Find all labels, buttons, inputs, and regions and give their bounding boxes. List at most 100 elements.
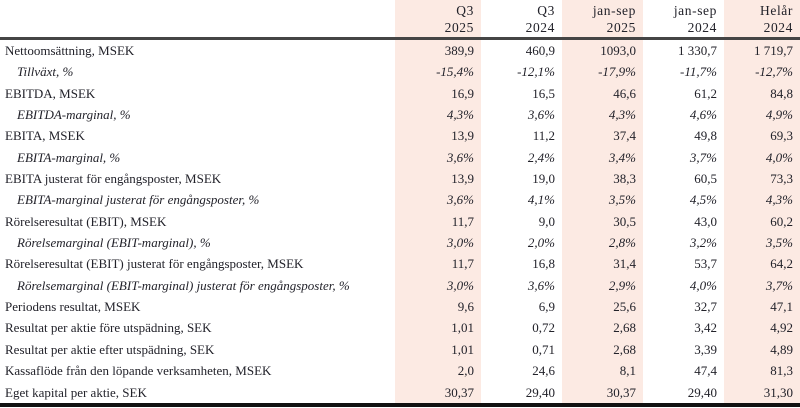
row-label: Tillväxt, %: [17, 64, 74, 80]
row-label: Eget kapital per aktie, SEK: [5, 384, 147, 400]
cell-value: -12,1%: [517, 64, 555, 80]
column-year: 2025: [606, 20, 636, 35]
cell-value: 47,4: [694, 363, 717, 379]
cell-value: 4,9%: [724, 104, 800, 126]
table-row: Resultat per aktie efter utspädning, SEK…: [0, 338, 800, 361]
cell-value: 9,0: [538, 213, 555, 229]
cell-value: 3,4%: [562, 146, 643, 169]
cell-value: 3,0%: [395, 232, 481, 254]
cell-value: 2,8%: [562, 232, 643, 254]
cell-value: 19,0: [532, 171, 555, 187]
row-label: Periodens resultat, MSEK: [5, 299, 141, 315]
cell-value: 0,71: [532, 341, 555, 357]
cell-value: 1 719,7: [724, 40, 800, 62]
cell-value: 29,40: [525, 384, 555, 400]
cell-value: 1,01: [395, 338, 481, 361]
cell-value: 4,3%: [395, 104, 481, 126]
cell-value: 69,3: [724, 125, 800, 147]
cell-value: 3,5%: [562, 189, 643, 211]
cell-value: 11,7: [395, 210, 481, 233]
cell-value: 38,3: [562, 168, 643, 190]
table-row: EBITA justerat för engångsposter, MSEK 13…: [0, 168, 800, 190]
cell-value: 29,40: [687, 384, 717, 400]
cell-value: 49,8: [694, 128, 717, 144]
cell-value: 3,6%: [395, 146, 481, 169]
cell-value: 3,7%: [724, 274, 800, 297]
table-row: EBITA-marginal justerat för engångsposte…: [0, 189, 800, 211]
row-label: Rörelseresultat (EBIT) justerat för engå…: [5, 256, 304, 272]
cell-value: 1093,0: [562, 40, 643, 62]
cell-value: 3,7%: [689, 149, 717, 165]
row-label: EBITA-marginal justerat för engångsposte…: [17, 192, 260, 208]
table-row: EBITA, MSEK 13,9 11,2 37,4 49,8 69,3: [0, 125, 800, 147]
table-row: Resultat per aktie före utspädning, SEK 1…: [0, 317, 800, 339]
row-label: EBITDA, MSEK: [5, 85, 96, 101]
cell-value: 53,7: [694, 256, 717, 272]
cell-value: 47,1: [724, 296, 800, 318]
header-spacer: [0, 0, 395, 37]
cell-value: 60,2: [724, 210, 800, 233]
cell-value: 3,6%: [395, 189, 481, 211]
table-row: Kassaflöde från den löpande verksamheten…: [0, 360, 800, 382]
cell-value: 4,5%: [689, 192, 717, 208]
cell-value: 32,7: [694, 299, 717, 315]
cell-value: 389,9: [395, 40, 481, 62]
cell-value: 4,89: [724, 338, 800, 361]
cell-value: 3,42: [694, 320, 717, 336]
column-header-jansep-2024: jan-sep 2024: [643, 0, 724, 37]
row-label: Resultat per aktie före utspädning, SEK: [5, 320, 212, 336]
row-label: Kassaflöde från den löpande verksamheten…: [5, 363, 272, 379]
cell-value: 13,9: [395, 125, 481, 147]
row-label: Nettoomsättning, MSEK: [5, 43, 135, 58]
cell-value: 37,4: [562, 125, 643, 147]
cell-value: 3,0%: [395, 274, 481, 297]
cell-value: 4,92: [724, 317, 800, 339]
row-label: EBITA-marginal, %: [17, 149, 121, 165]
table-row: Rörelseresultat (EBIT) justerat för engå…: [0, 253, 800, 275]
cell-value: 73,3: [724, 168, 800, 190]
table-row: Nettoomsättning, MSEK 389,9 460,9 1093,0 1 3…: [0, 40, 800, 62]
cell-value: 31,4: [562, 253, 643, 275]
column-year: 2024: [687, 20, 717, 35]
cell-value: 2,0%: [527, 235, 555, 251]
cell-value: 11,2: [532, 128, 555, 144]
column-year: 2024: [525, 20, 555, 35]
cell-value: 2,9%: [562, 274, 643, 297]
cell-value: 11,7: [395, 253, 481, 275]
cell-value: 0,72: [532, 320, 555, 336]
table-body: Nettoomsättning, MSEK 389,9 460,9 1093,0 1 3…: [0, 40, 800, 403]
column-period: jan-sep: [673, 3, 717, 18]
column-period: jan-sep: [592, 3, 636, 18]
cell-value: -17,9%: [562, 61, 643, 83]
column-year: 2024: [763, 20, 793, 35]
bottom-border-rule: [0, 403, 800, 407]
cell-value: 31,30: [724, 381, 800, 403]
table-row: EBITA-marginal, % 3,6% 2,4% 3,4% 3,7% 4,0%: [0, 146, 800, 169]
cell-value: 4,3%: [724, 189, 800, 211]
column-year: 2025: [444, 20, 474, 35]
cell-value: 81,3: [724, 360, 800, 382]
table-header-row: Q3 2025 Q3 2024 jan-sep 2025 jan-sep 2024 He…: [0, 0, 800, 37]
table-row: Rörelseresultat (EBIT), MSEK 11,7 9,0 30,5 4…: [0, 210, 800, 233]
table-row: Rörelsemarginal (EBIT-marginal) justerat…: [0, 274, 800, 297]
cell-value: -12,7%: [724, 61, 800, 83]
column-period: Q3: [456, 3, 474, 18]
cell-value: 46,6: [562, 82, 643, 105]
row-label: Rörelsemarginal (EBIT-marginal) justerat…: [17, 277, 350, 293]
cell-value: 4,0%: [724, 146, 800, 169]
cell-value: 4,6%: [689, 107, 717, 123]
cell-value: 3,6%: [527, 277, 555, 293]
cell-value: 30,37: [562, 381, 643, 403]
cell-value: 16,9: [395, 82, 481, 105]
column-period: Helår: [760, 3, 793, 18]
cell-value: 13,9: [395, 168, 481, 190]
table-row: Rörelsemarginal (EBIT-marginal), % 3,0% 2,…: [0, 232, 800, 254]
cell-value: 16,5: [532, 85, 555, 101]
cell-value: 2,68: [562, 317, 643, 339]
cell-value: 25,6: [562, 296, 643, 318]
column-period: Q3: [537, 3, 555, 18]
column-header-helar-2024: Helår 2024: [724, 0, 800, 37]
cell-value: 4,1%: [527, 192, 555, 208]
table-row: Tillväxt, % -15,4% -12,1% -17,9% -11,7% -12,7…: [0, 61, 800, 83]
